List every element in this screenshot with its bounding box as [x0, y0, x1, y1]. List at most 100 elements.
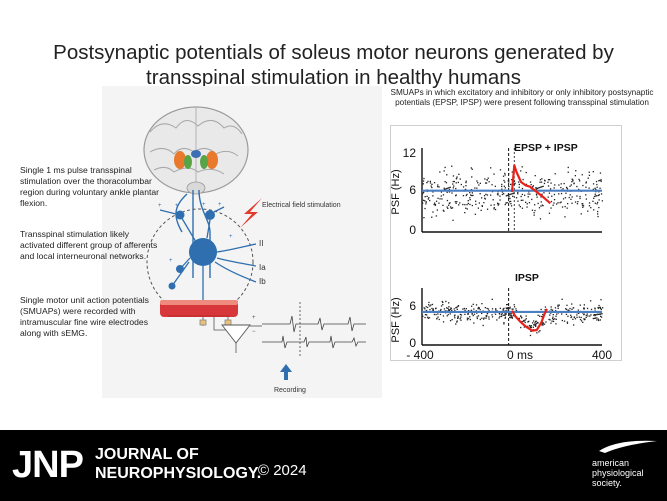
scatter-point: [523, 320, 525, 322]
scatter-point: [480, 209, 482, 211]
svg-text:+: +: [202, 202, 206, 208]
scatter-point: [440, 305, 443, 307]
scatter-point: [510, 313, 512, 315]
scatter-point: [585, 181, 587, 183]
scatter-point: [561, 313, 563, 315]
scatter-point: [497, 192, 499, 194]
scatter-point: [542, 205, 544, 207]
scatter-point: [553, 193, 556, 196]
scatter-point: [595, 314, 597, 316]
scatter-point: [599, 306, 601, 308]
scatter-point: [570, 184, 572, 186]
scatter-point: [498, 203, 500, 205]
scatter-point: [501, 312, 503, 314]
scatter-point: [434, 203, 437, 206]
scatter-point: [564, 216, 566, 218]
scatter-point: [437, 186, 439, 188]
scatter-point: [458, 204, 460, 206]
scatter-point: [509, 316, 511, 319]
scatter-point: [452, 183, 454, 185]
svg-text:+: +: [169, 258, 173, 264]
scatter-point: [457, 305, 459, 308]
method-text-1: Single 1 ms pulse transspinal stimulatio…: [20, 165, 160, 208]
scatter-point: [444, 188, 447, 190]
y-tick-label: 6: [409, 183, 416, 197]
scatter-point: [462, 308, 464, 310]
scatter-point: [450, 207, 452, 209]
scatter-point: [464, 309, 466, 311]
scatter-point: [467, 313, 470, 315]
scatter-point: [425, 203, 427, 205]
scatter-point: [442, 321, 445, 323]
scatter-point: [423, 191, 425, 194]
scatter-point: [582, 203, 584, 205]
scatter-point: [455, 182, 457, 184]
scatter-point: [424, 308, 426, 310]
scatter-point: [599, 187, 601, 189]
scatter-point: [424, 196, 426, 198]
scatter-point: [476, 187, 478, 189]
scatter-point: [432, 195, 434, 197]
scatter-point: [449, 313, 451, 315]
scatter-point: [475, 304, 478, 306]
scatter-point: [503, 193, 505, 195]
scatter-point: [455, 307, 457, 309]
scatter-point: [576, 195, 578, 197]
scatter-point: [486, 208, 489, 210]
scatter-point: [452, 219, 454, 221]
scatter-point: [422, 199, 425, 201]
scatter-point: [551, 317, 554, 320]
scatter-point: [456, 321, 458, 323]
scatter-point: [550, 207, 552, 209]
scatter-point: [528, 191, 530, 193]
scatter-point: [528, 324, 531, 327]
scatter-point: [465, 188, 467, 190]
scatter-point: [447, 187, 449, 189]
scatter-point: [590, 207, 592, 209]
scatter-point: [446, 199, 449, 202]
scatter-point: [564, 197, 567, 199]
scatter-point: [475, 203, 477, 205]
scatter-point: [440, 191, 443, 193]
scatter-point: [593, 314, 595, 316]
scatter-point: [446, 187, 448, 190]
scatter-point: [499, 307, 501, 309]
scatter-point: [539, 179, 542, 181]
scatter-point: [517, 181, 520, 183]
scatter-point: [571, 308, 573, 310]
journal-name-line-1: JOURNAL OF: [95, 446, 199, 463]
scatter-point: [456, 201, 458, 203]
scatter-point: [600, 307, 602, 310]
scatter-point: [592, 200, 594, 202]
scatter-point: [536, 194, 538, 196]
scatter-point: [535, 193, 538, 195]
scatter-point: [567, 166, 569, 169]
scatter-point: [442, 204, 444, 206]
scatter-point: [504, 310, 506, 312]
scatter-point: [517, 191, 519, 194]
scatter-point: [554, 318, 556, 320]
scatter-point: [459, 313, 461, 316]
scatter-point: [556, 313, 558, 315]
scatter-point: [567, 309, 569, 312]
scatter-point: [540, 196, 542, 198]
scatter-point: [491, 184, 493, 186]
scatter-point: [540, 205, 542, 207]
scatter-point: [505, 195, 507, 197]
scatter-point: [555, 310, 557, 312]
scatter-point: [522, 199, 524, 201]
scatter-point: [486, 194, 489, 196]
scatter-point: [565, 192, 567, 194]
scatter-point: [465, 185, 467, 187]
scatter-point: [560, 192, 563, 195]
scatter-point: [422, 315, 424, 317]
scatter-point: [431, 303, 434, 306]
scatter-point: [435, 313, 437, 316]
scatter-point: [595, 317, 597, 319]
scatter-point: [600, 316, 603, 318]
scatter-point: [488, 181, 490, 183]
scatter-point: [478, 307, 480, 309]
scatter-point: [521, 316, 523, 319]
scatter-point: [553, 187, 555, 189]
scatter-point: [513, 306, 516, 308]
